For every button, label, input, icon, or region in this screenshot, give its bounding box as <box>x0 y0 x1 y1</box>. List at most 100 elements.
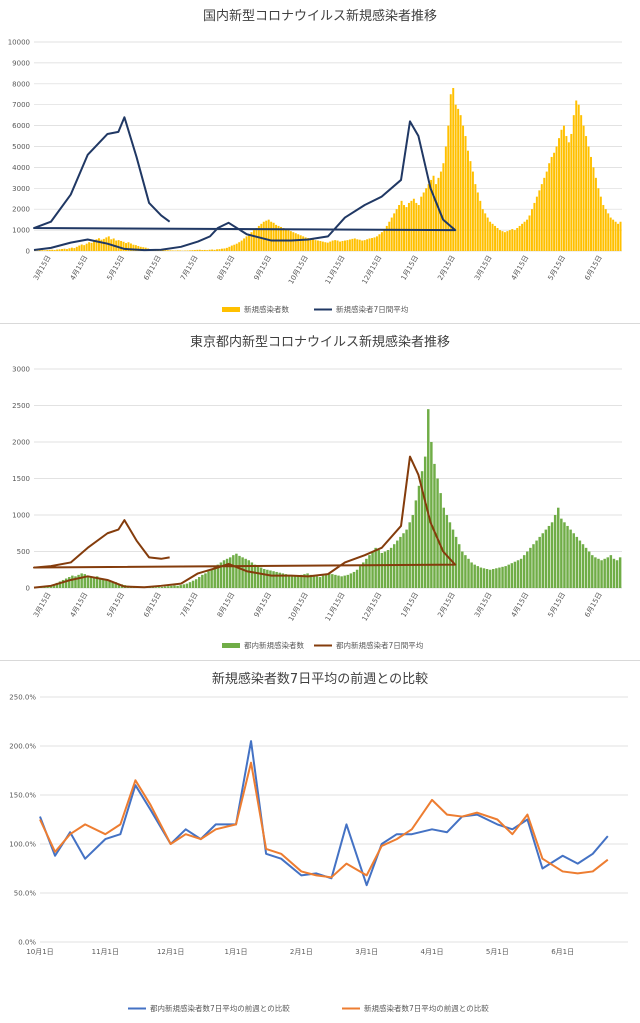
y-tick-label: 2000 <box>12 206 30 214</box>
bar <box>414 500 418 588</box>
bar <box>408 522 411 588</box>
bar <box>63 248 66 251</box>
bar <box>411 515 415 588</box>
bar <box>117 240 120 251</box>
chart-ratio: 新規感染者数7日平均の前週との比較 0.0% 50.0% 100.0% 150.0% 20… <box>0 661 640 1023</box>
bar <box>137 245 140 251</box>
x-tick-label: 12月15日 <box>361 591 384 623</box>
bar <box>86 575 90 588</box>
bar <box>600 560 603 588</box>
bar <box>343 575 346 588</box>
bar <box>356 239 359 251</box>
bar <box>169 250 172 251</box>
bar <box>306 573 309 588</box>
bar <box>569 529 572 588</box>
bar <box>442 507 445 588</box>
bar <box>97 238 100 251</box>
bar <box>530 209 533 251</box>
legend-swatch-bars <box>222 643 240 648</box>
x-tick-label: 6月1日 <box>551 948 574 956</box>
bar <box>348 239 351 251</box>
bar <box>398 205 401 251</box>
chart-title: 新規感染者数7日平均の前週との比較 <box>212 671 428 687</box>
bar <box>93 240 96 251</box>
bar <box>592 167 595 251</box>
bar <box>355 569 359 588</box>
tokyo-chart-svg: 東京都内新型コロナウイルス新規感染者推移 0 500 1000 1500 2000 2500… <box>12 334 622 650</box>
legend-label: 都内新規感染者数 <box>244 640 304 650</box>
bar <box>334 240 337 251</box>
bar <box>294 233 297 251</box>
bar <box>232 555 235 588</box>
bar <box>479 200 482 251</box>
x-tick-label: 11月15日 <box>324 591 347 623</box>
bar <box>188 250 191 251</box>
bar <box>55 582 59 588</box>
x-tick-label: 7月15日 <box>179 254 200 282</box>
bar <box>340 576 343 588</box>
bar <box>439 493 442 588</box>
bar <box>535 196 538 251</box>
bar <box>309 574 312 588</box>
bar <box>297 575 300 588</box>
bar <box>272 571 275 588</box>
bar <box>73 248 76 251</box>
chart-title: 国内新型コロナウイルス新規感染者推移 <box>203 8 437 24</box>
series-line <box>39 761 609 879</box>
bar <box>139 246 142 251</box>
bar <box>53 250 56 251</box>
bar <box>513 230 516 251</box>
bar <box>256 566 260 588</box>
bar <box>248 234 251 251</box>
x-tick-label: 12月1日 <box>157 948 184 956</box>
x-tick-label: 5月15日 <box>547 591 568 619</box>
series-line <box>33 116 457 252</box>
bar <box>65 249 68 251</box>
bar <box>68 577 71 588</box>
bar <box>618 557 622 588</box>
bar <box>52 584 56 588</box>
bar <box>437 177 440 251</box>
bar <box>449 94 452 251</box>
bar <box>565 136 568 251</box>
bar <box>321 241 324 251</box>
bar <box>507 564 510 588</box>
bar <box>368 238 371 251</box>
bar <box>222 560 226 588</box>
bar <box>179 250 182 251</box>
bar <box>262 221 265 251</box>
bar <box>609 217 612 251</box>
bar <box>603 558 606 588</box>
bar <box>191 250 194 251</box>
bar <box>486 217 489 251</box>
bar <box>432 175 435 251</box>
bar <box>445 515 449 588</box>
bar <box>553 515 557 588</box>
bar <box>324 574 328 588</box>
bar <box>346 574 350 588</box>
x-tick-label: 4月15日 <box>510 254 531 282</box>
bar <box>225 558 229 588</box>
bar <box>577 104 580 251</box>
bar <box>548 163 551 251</box>
bar <box>494 225 497 251</box>
y-tick-label: 0.0% <box>18 939 36 947</box>
bar <box>464 136 467 251</box>
bar <box>56 249 59 251</box>
bar <box>457 544 461 588</box>
bar <box>484 213 487 251</box>
y-tick-label: 50.0% <box>14 890 37 898</box>
bar <box>129 243 132 251</box>
bar <box>352 571 356 588</box>
x-tick-label: 11月1日 <box>92 948 119 956</box>
bar <box>90 242 93 251</box>
bar <box>368 555 371 588</box>
bar <box>171 250 174 251</box>
bar <box>457 108 460 251</box>
bar <box>71 575 74 588</box>
bar <box>399 536 402 588</box>
bar <box>331 240 334 251</box>
bar <box>201 250 204 251</box>
bar <box>88 242 91 251</box>
bar <box>185 583 189 588</box>
